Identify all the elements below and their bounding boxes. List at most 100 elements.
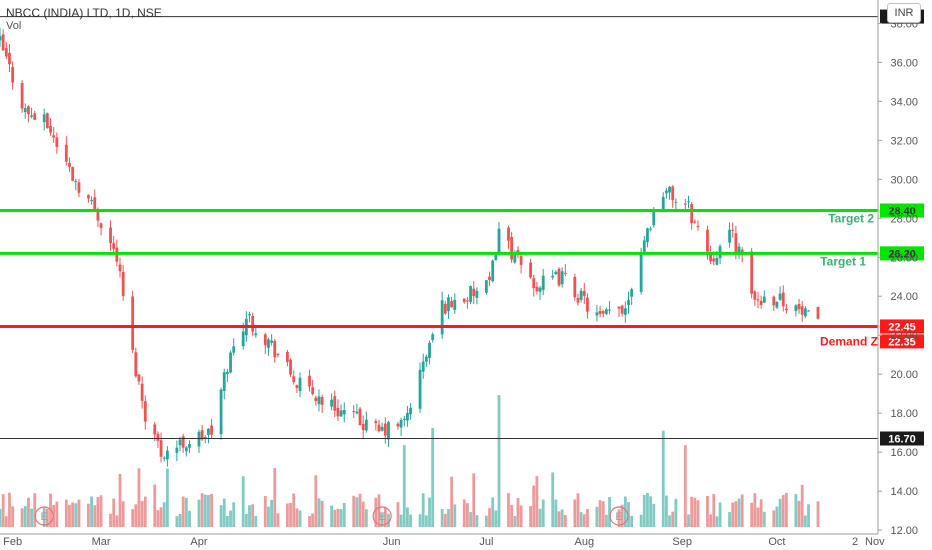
volume-bar bbox=[33, 493, 37, 527]
earnings-marker-label: E bbox=[41, 511, 48, 523]
volume-bar bbox=[320, 500, 324, 527]
candle-body bbox=[582, 291, 586, 296]
candle-body bbox=[33, 113, 37, 120]
earnings-marker-icon[interactable] bbox=[34, 506, 54, 526]
volume-bar bbox=[772, 510, 776, 527]
earnings-marker-icon[interactable] bbox=[609, 506, 629, 526]
volume-bar bbox=[68, 504, 71, 527]
currency-button[interactable]: INR bbox=[887, 3, 921, 23]
candle-body bbox=[646, 228, 649, 242]
candle-body bbox=[428, 342, 431, 358]
volume-bar bbox=[491, 497, 495, 527]
volume-bar bbox=[188, 510, 191, 527]
volume-bar bbox=[406, 507, 409, 527]
earnings-marker-label: E bbox=[615, 511, 622, 523]
candle-body bbox=[225, 371, 229, 374]
volume-bar bbox=[696, 500, 700, 527]
candle-body bbox=[816, 306, 820, 319]
volume-bar bbox=[649, 496, 653, 527]
candle-body bbox=[263, 334, 267, 346]
volume-bar bbox=[396, 502, 400, 527]
level-price-tag bbox=[880, 431, 924, 446]
volume-bar bbox=[181, 496, 185, 527]
volume-bar bbox=[507, 493, 510, 527]
volume-bar bbox=[131, 509, 135, 527]
candle-body bbox=[424, 356, 428, 362]
volume-bar bbox=[115, 515, 119, 527]
volume-bar bbox=[162, 502, 166, 527]
volume-bar bbox=[740, 494, 744, 527]
candle-body bbox=[617, 306, 621, 309]
volume-bar bbox=[409, 514, 412, 527]
volume-bar bbox=[336, 508, 340, 527]
time-tick-label: Mar bbox=[92, 536, 111, 548]
volume-bar bbox=[639, 514, 643, 527]
symbol-title: NBCC (INDIA) LTD, 1D, NSE bbox=[6, 6, 162, 20]
candle-body bbox=[178, 439, 182, 446]
volume-bar bbox=[77, 499, 81, 527]
level-price-tag bbox=[880, 319, 924, 334]
price-tick-label: 24.00 bbox=[890, 291, 918, 303]
volume-bar bbox=[229, 510, 232, 527]
volume-bar bbox=[175, 516, 179, 527]
candle-body bbox=[753, 291, 757, 300]
candle-body bbox=[143, 401, 147, 422]
candle-body bbox=[627, 300, 630, 306]
candle-body bbox=[4, 48, 8, 57]
candle-body bbox=[440, 300, 444, 335]
volume-bar bbox=[510, 504, 514, 527]
candle-body bbox=[118, 264, 122, 272]
time-tick-label: Jun bbox=[383, 536, 401, 548]
candle-body bbox=[775, 301, 779, 308]
candle-body bbox=[134, 352, 138, 377]
candle-body bbox=[317, 396, 321, 405]
earnings-marker-icon[interactable] bbox=[372, 506, 392, 526]
candle-body bbox=[20, 83, 24, 109]
volume-bar bbox=[87, 503, 90, 527]
volume-bar bbox=[532, 485, 536, 527]
volume-bar bbox=[551, 472, 555, 527]
volume-bar bbox=[383, 507, 387, 527]
volume-bar bbox=[428, 497, 431, 527]
volume-bar bbox=[109, 513, 112, 527]
volume-bar bbox=[718, 502, 722, 527]
candle-body bbox=[706, 229, 709, 252]
candle-body bbox=[289, 359, 292, 375]
candle-body bbox=[586, 297, 589, 312]
volume-bar bbox=[330, 505, 334, 527]
volume-bar bbox=[674, 498, 678, 527]
candle-body bbox=[358, 408, 362, 425]
volume-bar bbox=[421, 493, 425, 527]
candle-body bbox=[576, 297, 580, 303]
volume-bar bbox=[276, 513, 280, 527]
volume-bar bbox=[355, 497, 359, 527]
candle-body bbox=[608, 309, 611, 311]
level-price-tag-label: 28.40 bbox=[888, 205, 916, 217]
candle-body bbox=[734, 233, 738, 252]
volume-bar bbox=[807, 504, 810, 527]
candle-body bbox=[687, 201, 690, 203]
volume-bar bbox=[286, 503, 289, 527]
candle-body bbox=[737, 246, 741, 256]
candle-body bbox=[573, 276, 577, 298]
candle-body bbox=[210, 425, 214, 435]
volume-bar bbox=[557, 511, 561, 527]
volume-bar bbox=[608, 496, 611, 527]
volume-bar bbox=[20, 508, 24, 527]
volume-bar bbox=[364, 509, 368, 527]
volume-bar bbox=[683, 445, 687, 527]
volume-bar bbox=[352, 495, 356, 527]
volume-bar bbox=[418, 514, 422, 527]
volume-bar bbox=[55, 501, 59, 527]
volume-bar bbox=[759, 499, 763, 527]
candle-body bbox=[308, 375, 311, 387]
candle-body bbox=[807, 310, 810, 312]
volume-bar bbox=[797, 500, 801, 527]
volume-bar bbox=[778, 498, 782, 527]
volume-bar bbox=[219, 505, 223, 527]
volume-bar bbox=[706, 495, 709, 527]
candle-body bbox=[30, 115, 33, 117]
candle-body bbox=[399, 419, 403, 428]
